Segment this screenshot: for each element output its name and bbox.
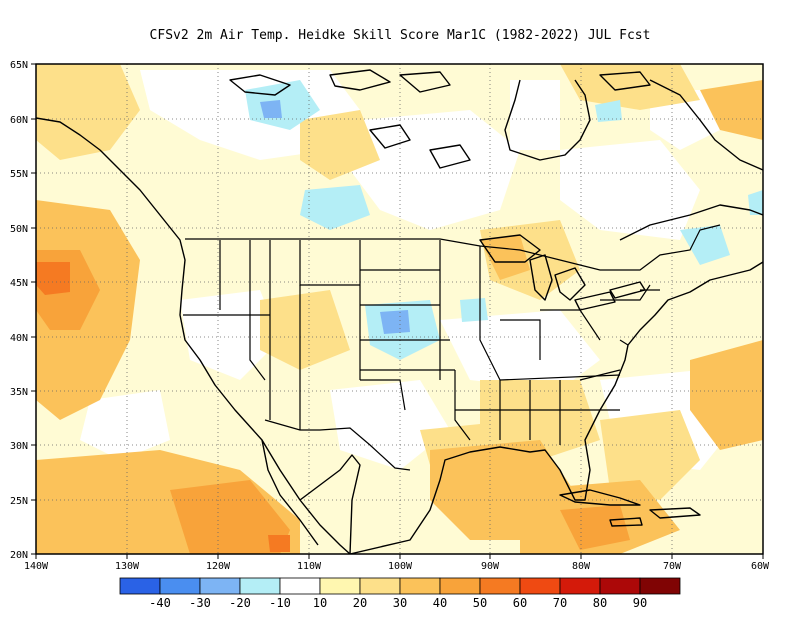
political-boundaries — [183, 224, 721, 471]
colorbar-label: 90 — [633, 596, 647, 610]
lon-label: 60W — [751, 561, 770, 572]
coastlines — [36, 69, 763, 554]
colorbar-label: -10 — [269, 596, 291, 610]
lat-label: 25N — [10, 496, 28, 507]
lat-label: 40N — [10, 333, 28, 344]
lon-label: 90W — [481, 561, 500, 572]
lon-label: 130W — [115, 561, 140, 572]
colorbar-swatch — [399, 577, 441, 595]
lon-label: 110W — [297, 561, 322, 572]
colorbar-swatch — [439, 577, 481, 595]
colorbar-swatch — [519, 577, 561, 595]
lat-label: 50N — [10, 224, 28, 235]
colorbar-label: -20 — [229, 596, 251, 610]
colorbar-swatch — [359, 577, 401, 595]
tick-marks — [31, 63, 764, 559]
lat-label: 30N — [10, 441, 28, 452]
skill-shading — [36, 64, 763, 554]
colorbar-swatch — [639, 577, 681, 595]
lon-label: 140W — [24, 561, 49, 572]
colorbar-swatch — [319, 577, 361, 595]
colorbar-label: 10 — [313, 596, 327, 610]
gridlines — [36, 64, 763, 554]
colorbar — [119, 577, 681, 595]
colorbar-swatch — [239, 577, 281, 595]
lon-label: 120W — [206, 561, 231, 572]
colorbar-label: -30 — [189, 596, 211, 610]
colorbar-swatch — [479, 577, 521, 595]
colorbar-labels: -40 -30 -20 -10 10 20 30 40 50 60 70 80 … — [149, 596, 647, 610]
colorbar-label: -40 — [149, 596, 171, 610]
lon-label: 70W — [663, 561, 682, 572]
colorbar-swatch — [559, 577, 601, 595]
lat-label: 65N — [10, 60, 28, 71]
colorbar-swatch — [119, 577, 161, 595]
colorbar-label: 70 — [553, 596, 567, 610]
lat-label: 55N — [10, 169, 28, 180]
lon-label: 100W — [388, 561, 413, 572]
lat-label: 45N — [10, 278, 28, 289]
colorbar-swatch — [599, 577, 641, 595]
lon-label: 80W — [572, 561, 591, 572]
colorbar-swatch — [199, 577, 241, 595]
colorbar-label: 80 — [593, 596, 607, 610]
lat-label: 60N — [10, 115, 28, 126]
colorbar-swatch — [159, 577, 201, 595]
colorbar-label: 30 — [393, 596, 407, 610]
lat-label: 35N — [10, 387, 28, 398]
colorbar-label: 20 — [353, 596, 367, 610]
lat-label: 20N — [10, 550, 28, 561]
colorbar-label: 60 — [513, 596, 527, 610]
colorbar-label: 50 — [473, 596, 487, 610]
map-title: CFSv2 2m Air Temp. Heidke Skill Score Ma… — [149, 28, 651, 43]
colorbar-swatch — [279, 577, 321, 595]
colorbar-label: 40 — [433, 596, 447, 610]
